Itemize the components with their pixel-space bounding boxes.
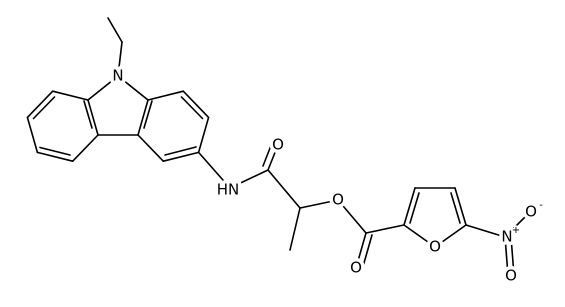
bond [361, 234, 373, 271]
bond [229, 169, 269, 189]
atom-labels: N HN O O O O N + O - O [109, 63, 545, 288]
atom-label: N [501, 228, 512, 246]
bond [36, 151, 74, 162]
bond [450, 192, 461, 224]
bond [355, 232, 367, 269]
bond [107, 17, 123, 43]
bond [137, 99, 149, 136]
atom-label: O [525, 203, 537, 221]
bond [39, 146, 71, 156]
bond [197, 151, 231, 189]
bond [137, 134, 165, 162]
bond [403, 187, 416, 226]
bond [71, 134, 99, 162]
bond [337, 199, 367, 234]
bond [117, 75, 149, 101]
bonds [26, 17, 531, 276]
atom-label: O [505, 267, 517, 285]
atom-label: N [112, 67, 123, 85]
bond [87, 75, 119, 101]
atom-label: O [350, 259, 362, 277]
bond [267, 169, 301, 209]
bond [83, 100, 93, 129]
bond [510, 236, 515, 276]
bond [289, 207, 301, 251]
bond [197, 116, 210, 154]
bond [262, 142, 273, 167]
bond [51, 90, 89, 101]
bond [504, 211, 531, 238]
bond [143, 100, 153, 129]
bond [182, 90, 210, 119]
bond [26, 90, 54, 119]
bond [365, 224, 405, 234]
bond [465, 224, 506, 238]
bond [117, 41, 123, 77]
atom-label: O [429, 238, 441, 256]
bond [87, 99, 99, 136]
bond [504, 236, 509, 276]
atom-charge: - [539, 200, 543, 211]
bond [162, 151, 200, 162]
atom-label: O [332, 191, 344, 209]
bond [409, 192, 420, 224]
atom-label: O [272, 136, 284, 154]
bond [267, 144, 279, 171]
bond [299, 199, 339, 209]
bond [147, 90, 185, 101]
bond [26, 116, 39, 154]
atom-label: HN [217, 181, 240, 199]
bond [434, 224, 467, 248]
atom-charge: + [512, 225, 520, 236]
bond [454, 187, 467, 226]
bond [180, 96, 204, 120]
bond [164, 146, 197, 156]
bond [403, 224, 436, 248]
bond [32, 96, 56, 120]
